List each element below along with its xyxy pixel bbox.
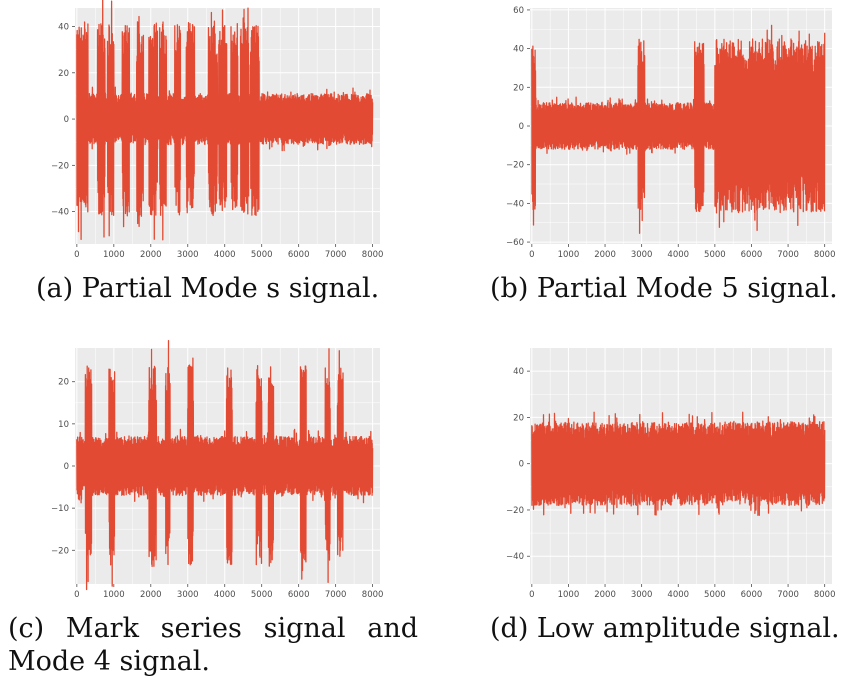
- caption-c-word: and: [367, 613, 418, 644]
- signal-series-line: [531, 24, 826, 234]
- x-tick-label: 7000: [777, 250, 799, 260]
- x-tick-label: 4000: [214, 250, 236, 260]
- y-tick-label: 20: [58, 69, 69, 79]
- x-tick-label: 0: [74, 250, 79, 260]
- y-tick-label: 20: [58, 378, 69, 388]
- x-tick-label: 4000: [214, 590, 236, 600]
- panel-d: 0 1000 2000 3000 4000 5000 6000 7000 8000 −40 −20 0…: [434, 340, 844, 660]
- y-tick-label: −40: [51, 208, 69, 218]
- caption-a: (a) Partial Mode s signal.: [36, 273, 380, 304]
- y-tick-label: −60: [506, 238, 524, 248]
- caption-c-line1: (c) Mark series signal and: [8, 612, 418, 645]
- x-tick-label: 3000: [177, 250, 199, 260]
- y-tick-label: 60: [513, 6, 524, 16]
- x-tick-label: 7000: [777, 590, 799, 600]
- panel-c: 0 1000 2000 3000 4000 5000 6000 7000 8000 −20 −10 0…: [0, 339, 430, 688]
- chart-a: 0 1000 2000 3000 4000 5000 6000 7000 8000 −40 −20 0…: [51, 0, 384, 260]
- x-tick-label: 8000: [362, 250, 384, 260]
- caption-b: (b) Partial Mode 5 signal.: [490, 273, 838, 304]
- x-tick-label: 4000: [667, 250, 689, 260]
- caption-d: (d) Low amplitude signal.: [490, 613, 840, 644]
- panel-a: 0 1000 2000 3000 4000 5000 6000 7000 8000 −40 −20 0…: [0, 0, 410, 320]
- chart-c: 0 1000 2000 3000 4000 5000 6000 7000 8000 −20 −10 0…: [51, 339, 384, 600]
- y-tick-label: 40: [513, 367, 524, 377]
- y-tick-label: −40: [506, 552, 524, 562]
- x-tick-label: 8000: [362, 590, 384, 600]
- y-tick-label: −20: [506, 161, 524, 171]
- x-tick-label: 4000: [667, 590, 689, 600]
- x-tick-label: 7000: [325, 590, 347, 600]
- y-tick-label: −20: [51, 161, 69, 171]
- signal-series-line: [531, 411, 826, 516]
- x-tick-label: 2000: [594, 590, 616, 600]
- y-tick-label: −20: [506, 506, 524, 516]
- x-tick-label: 3000: [177, 590, 199, 600]
- caption-c-word: series: [160, 613, 242, 644]
- x-tick-label: 1000: [558, 250, 580, 260]
- x-tick-label: 5000: [251, 590, 273, 600]
- y-tick-label: 0: [519, 460, 524, 470]
- caption-c-line2: Mode 4 signal.: [8, 646, 210, 677]
- chart-b: 0 1000 2000 3000 4000 5000 6000 7000 8000 −60 −40 −…: [506, 6, 836, 260]
- y-tick-label: 40: [513, 45, 524, 55]
- y-tick-label: −20: [51, 546, 69, 556]
- x-tick-label: 2000: [594, 250, 616, 260]
- x-tick-label: 1000: [558, 590, 580, 600]
- y-tick-label: 40: [58, 23, 69, 33]
- caption-c-word: Mark: [65, 613, 139, 644]
- caption-c-word: (c): [8, 613, 45, 644]
- x-tick-label: 0: [529, 250, 534, 260]
- caption-c-word: signal: [263, 613, 346, 644]
- y-tick-label: 0: [64, 115, 69, 125]
- chart-d: 0 1000 2000 3000 4000 5000 6000 7000 8000 −40 −20 0…: [506, 348, 836, 600]
- x-tick-label: 5000: [704, 590, 726, 600]
- y-tick-label: −40: [506, 199, 524, 209]
- caption-c: (c) Mark series signal and Mode 4 signal…: [8, 612, 418, 678]
- x-tick-label: 6000: [741, 590, 763, 600]
- y-tick-label: −10: [51, 504, 69, 514]
- x-tick-label: 0: [74, 590, 79, 600]
- x-tick-label: 5000: [251, 250, 273, 260]
- x-tick-label: 7000: [325, 250, 347, 260]
- x-tick-label: 8000: [814, 250, 836, 260]
- x-tick-label: 3000: [631, 250, 653, 260]
- x-tick-label: 0: [529, 590, 534, 600]
- signal-series-line: [76, 339, 374, 591]
- y-tick-label: 0: [64, 462, 69, 472]
- x-tick-label: 6000: [741, 250, 763, 260]
- x-tick-label: 2000: [140, 590, 162, 600]
- x-tick-label: 5000: [704, 250, 726, 260]
- x-tick-label: 3000: [631, 590, 653, 600]
- x-tick-label: 1000: [103, 250, 125, 260]
- panel-b: 0 1000 2000 3000 4000 5000 6000 7000 8000 −60 −40 −…: [434, 0, 844, 320]
- signal-series-line: [76, 0, 374, 241]
- y-tick-label: 0: [519, 122, 524, 132]
- y-tick-label: 20: [513, 83, 524, 93]
- x-tick-label: 1000: [103, 590, 125, 600]
- x-tick-label: 2000: [140, 250, 162, 260]
- y-tick-label: 10: [58, 420, 69, 430]
- x-tick-label: 6000: [288, 590, 310, 600]
- x-tick-label: 6000: [288, 250, 310, 260]
- y-tick-label: 20: [513, 413, 524, 423]
- x-tick-label: 8000: [814, 590, 836, 600]
